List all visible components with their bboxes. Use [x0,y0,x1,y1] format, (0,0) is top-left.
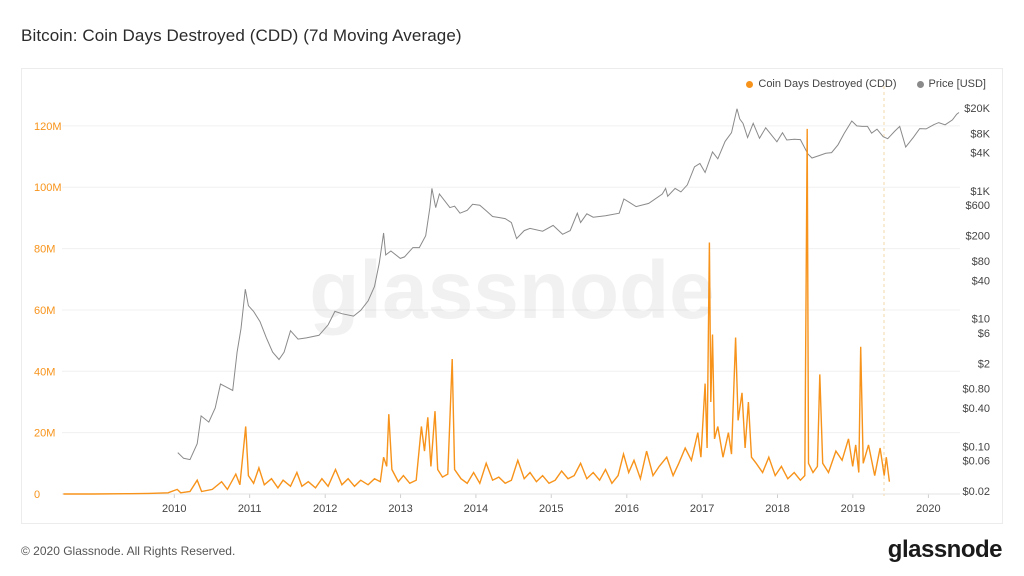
price-series-line [177,108,960,461]
x-axis-tick: 2020 [916,503,940,515]
right-axis-tick: $600 [966,200,990,212]
legend-item-price[interactable]: Price [USD] [916,78,986,90]
legend-item-cdd[interactable]: Coin Days Destroyed (CDD) [746,78,897,90]
left-axis-tick: 60M [34,305,55,317]
x-axis-tick: 2017 [690,503,714,515]
right-axis-tick: $0.80 [962,384,990,396]
x-axis-tick: 2015 [539,503,563,515]
x-axis-tick: 2013 [388,503,412,515]
cdd-series-line [63,128,891,495]
left-axis-tick: 80M [34,244,55,256]
left-axis-tick: 20M [34,428,55,440]
grid-lines [62,125,960,495]
legend-label-price: Price [USD] [928,78,986,90]
x-axis-tick: 2019 [841,503,865,515]
x-axis: 2010 2011 2012 2013 2014 2015 2016 2017 2018 2019… [62,493,960,515]
right-axis-tick: $0.02 [962,486,990,498]
legend-label-cdd: Coin Days Destroyed (CDD) [758,78,897,90]
x-axis-tick: 2012 [313,503,337,515]
legend-dot-price-icon [916,80,924,88]
right-axis-tick: $40 [972,275,990,287]
legend-dot-cdd-icon [746,80,754,88]
x-axis-tick: 2011 [238,503,262,515]
watermark: glassnode [309,245,715,336]
right-axis: $20K $8K $4K $1K $600 $200 $80 $40 $10 $6 $2 $0.80 $… [962,103,990,498]
brand-logo: glassnode [887,536,1003,563]
right-axis-tick: $200 [966,231,990,243]
left-axis-tick: 0 [34,489,40,501]
left-axis-tick: 120M [34,121,62,133]
right-axis-tick: $4K [970,148,990,160]
right-axis-tick: $1K [970,186,990,198]
right-axis-tick: $6 [978,328,990,340]
left-axis-tick: 100M [34,182,62,194]
right-axis-tick: $0.40 [962,403,990,415]
right-axis-tick: $80 [972,256,990,268]
left-axis-tick: 40M [34,366,55,378]
x-axis-tick: 2014 [464,503,488,515]
chart-title: Bitcoin: Coin Days Destroyed (CDD) (7d M… [21,26,462,45]
legend: Coin Days Destroyed (CDD) Price [USD] [746,78,986,90]
right-axis-tick: $0.06 [962,456,990,468]
copyright: © 2020 Glassnode. All Rights Reserved. [21,544,236,558]
chart-panel [21,68,1003,524]
right-axis-tick: $2 [978,358,990,370]
right-axis-tick: $8K [970,128,990,140]
right-axis-tick: $20K [964,103,990,115]
x-axis-tick: 2016 [615,503,639,515]
right-axis-tick: $10 [972,314,990,326]
right-axis-tick: $0.10 [962,441,990,453]
left-axis: 0 20M 40M 60M 80M 100M 120M [34,121,62,501]
x-axis-tick: 2010 [162,503,186,515]
x-axis-tick: 2018 [765,503,789,515]
